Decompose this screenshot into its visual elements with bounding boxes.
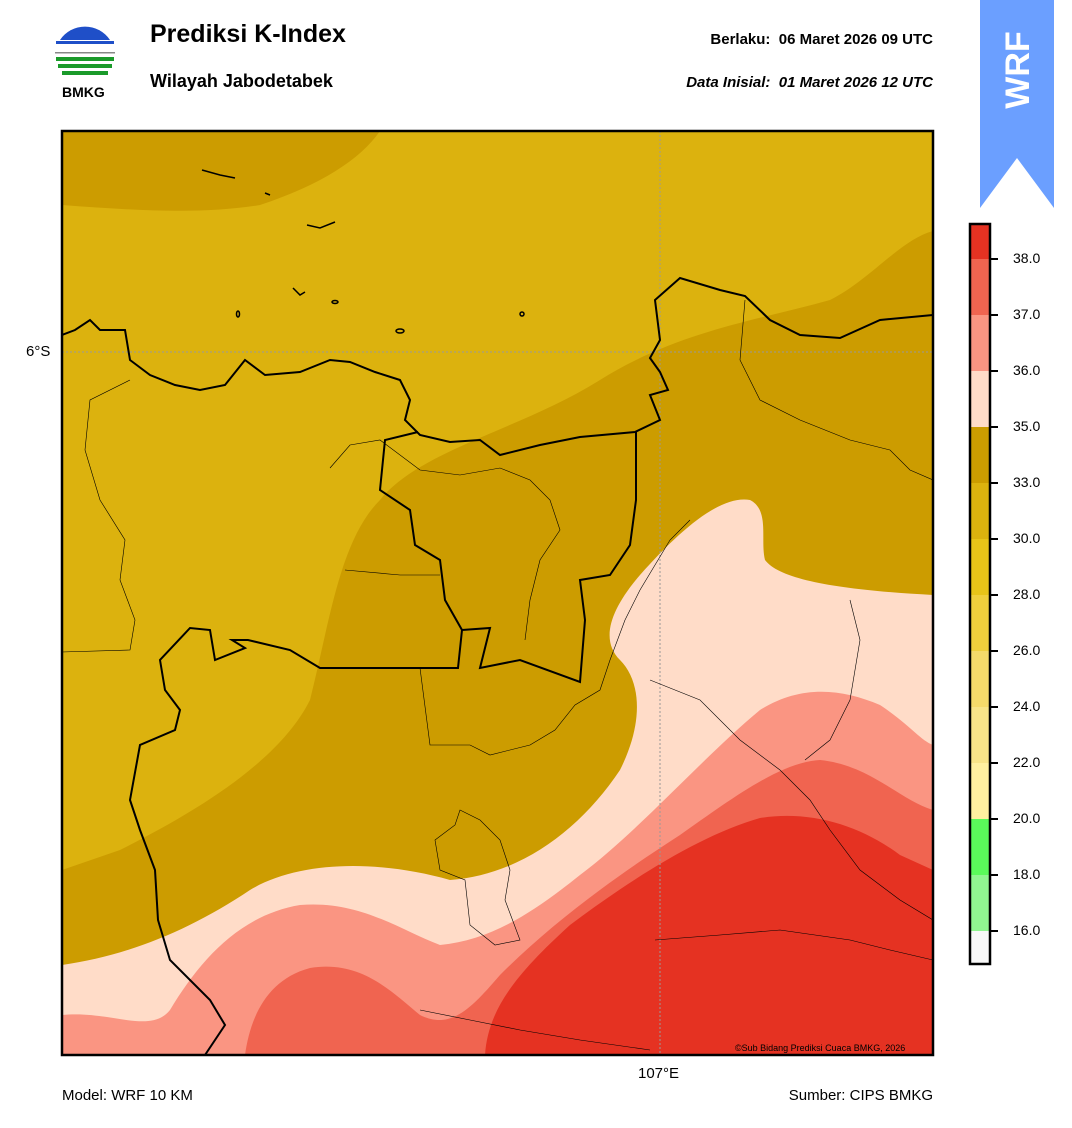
latitude-label: 6°S	[26, 343, 51, 360]
page-title: Prediksi K-Index	[150, 20, 346, 48]
colorbar-segment	[970, 371, 990, 427]
colorbar-tick-label: 35.0	[1013, 418, 1041, 434]
colorbar-segment	[970, 259, 990, 315]
colorbar-tick-label: 18.0	[1013, 866, 1041, 882]
valid-time: Berlaku: 06 Maret 2026 09 UTC	[710, 31, 933, 48]
model-label: Model: WRF 10 KM	[62, 1087, 193, 1104]
region-subtitle: Wilayah Jabodetabek	[150, 71, 333, 91]
province-border	[128, 431, 464, 1055]
logo-text: BMKG	[62, 84, 105, 100]
colorbar-segment	[970, 819, 990, 875]
copyright-text: ©Sub Bidang Prediksi Cuaca BMKG, 2026	[735, 1043, 906, 1053]
colorbar-tick-label: 28.0	[1013, 586, 1041, 602]
colorbar-segment	[970, 875, 990, 931]
islands	[201, 169, 525, 334]
colorbar-tick-label: 16.0	[1013, 922, 1041, 938]
longitude-label: 107°E	[638, 1065, 680, 1082]
colorbar-segment	[970, 651, 990, 707]
colorbar-tick-label: 37.0	[1013, 306, 1041, 322]
source-label: Sumber: CIPS BMKG	[788, 1087, 933, 1104]
colorbar-tick-label: 24.0	[1013, 698, 1041, 714]
colorbar-segment	[970, 224, 990, 259]
colorbar-tick-label: 22.0	[1013, 754, 1041, 770]
coastline	[62, 276, 933, 457]
district-borders	[62, 299, 933, 1051]
colorbar-segment	[970, 315, 990, 371]
colorbar-segment	[970, 707, 990, 763]
contour-38-plus	[485, 815, 933, 1055]
colorbar-tick-label: 26.0	[1013, 642, 1041, 658]
colorbar-segment	[970, 483, 990, 539]
bmkg-logo	[55, 23, 115, 83]
colorbar-segment	[970, 931, 990, 964]
colorbar-segment	[970, 763, 990, 819]
colorbar-segment	[970, 539, 990, 595]
init-time: Data Inisial: 01 Maret 2026 12 UTC	[686, 74, 933, 91]
colorbar-segment	[970, 427, 990, 483]
colorbar-tick-label: 38.0	[1013, 250, 1041, 266]
contour-33-35-north	[62, 131, 380, 211]
colorbar-tick-label: 33.0	[1013, 474, 1041, 490]
colorbar-tick-label: 30.0	[1013, 530, 1041, 546]
colorbar-segment	[970, 595, 990, 651]
colorbar-tick-label: 20.0	[1013, 810, 1041, 826]
colorbar-tick-label: 36.0	[1013, 362, 1041, 378]
colorbar	[968, 222, 998, 966]
map-frame	[60, 129, 935, 1057]
wrf-ribbon	[980, 0, 1054, 208]
jakarta-border	[461, 432, 637, 684]
